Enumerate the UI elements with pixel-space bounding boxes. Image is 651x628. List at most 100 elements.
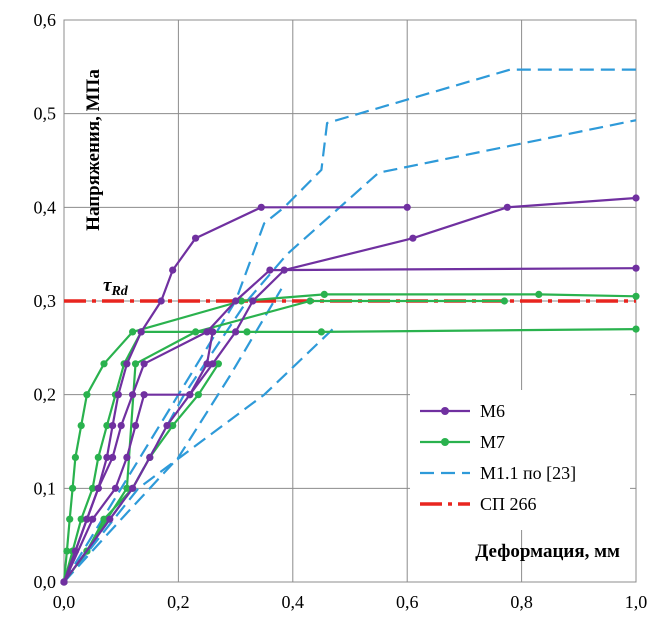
- tau-subscript: Rd: [110, 284, 128, 299]
- series-marker: [169, 266, 177, 274]
- y-tick-label: 0,6: [34, 10, 57, 30]
- series-line: [63, 68, 636, 583]
- series-marker: [403, 203, 411, 211]
- series-marker: [69, 484, 77, 492]
- series-marker: [232, 297, 240, 305]
- x-tick-label: 0,8: [510, 592, 533, 612]
- series-marker: [103, 453, 111, 461]
- y-tick-label: 0,2: [34, 385, 57, 405]
- series-marker: [89, 515, 97, 523]
- series-marker: [266, 266, 274, 274]
- legend-label: М1.1 по [23]: [480, 463, 576, 483]
- series-marker: [146, 453, 154, 461]
- series-marker: [192, 234, 200, 242]
- series-marker: [186, 391, 194, 399]
- series-marker: [71, 453, 79, 461]
- series-marker: [203, 328, 211, 336]
- series-marker: [249, 297, 257, 305]
- series-marker: [89, 484, 97, 492]
- series-marker: [232, 328, 240, 336]
- series-marker: [60, 578, 68, 586]
- legend-label: СП 266: [480, 494, 537, 514]
- series-marker: [209, 360, 217, 368]
- series-marker: [535, 290, 543, 298]
- series-marker: [100, 515, 108, 523]
- series-marker: [632, 325, 640, 333]
- y-axis-title: Напряжения, МПа: [83, 69, 104, 231]
- series-marker: [109, 453, 117, 461]
- x-tick-label: 0,4: [282, 592, 305, 612]
- series-marker: [66, 515, 74, 523]
- series-marker: [214, 360, 222, 368]
- series-marker: [163, 422, 171, 430]
- legend-label: М7: [480, 432, 505, 452]
- series-marker: [106, 515, 114, 523]
- x-tick-label: 1,0: [625, 592, 648, 612]
- series-marker: [243, 328, 251, 336]
- y-tick-label: 0,0: [34, 572, 57, 592]
- legend-label: М6: [480, 401, 505, 421]
- series-marker: [123, 453, 131, 461]
- series-marker: [109, 422, 117, 430]
- series-marker: [203, 360, 211, 368]
- tau-rd-annotation: τRd: [103, 275, 129, 299]
- x-tick-label: 0,6: [396, 592, 419, 612]
- series-marker: [140, 391, 148, 399]
- series-marker: [209, 328, 217, 336]
- series-marker: [257, 203, 265, 211]
- tau-symbol: τ: [103, 275, 112, 296]
- series-line: [62, 196, 637, 583]
- series-marker: [117, 422, 125, 430]
- series-marker: [317, 328, 325, 336]
- y-tick-label: 0,1: [34, 478, 57, 498]
- series-marker: [194, 391, 202, 399]
- series-marker: [100, 360, 108, 368]
- series-marker: [83, 515, 91, 523]
- series-marker: [632, 264, 640, 272]
- y-tick-label: 0,4: [34, 197, 57, 217]
- series-marker: [63, 547, 71, 555]
- series-marker: [306, 297, 314, 305]
- series-line: [63, 328, 334, 583]
- series-marker: [632, 292, 640, 300]
- series-marker: [137, 328, 145, 336]
- x-tick-label: 0,0: [53, 592, 76, 612]
- series-layer: [60, 68, 640, 586]
- series-marker: [129, 484, 137, 492]
- series-marker: [280, 266, 288, 274]
- series-marker: [111, 484, 120, 492]
- series-marker: [500, 297, 508, 305]
- series-marker: [157, 297, 165, 305]
- series-marker: [320, 290, 328, 298]
- series-marker: [192, 328, 200, 336]
- y-tick-label: 0,5: [34, 104, 57, 124]
- series-marker: [131, 360, 140, 368]
- series-marker: [77, 515, 85, 523]
- series-marker: [632, 194, 640, 202]
- legend: М6 М7 М1.1 по [23] СП 266: [410, 390, 630, 530]
- legend-marker: [441, 438, 449, 446]
- series-line: [63, 331, 214, 583]
- series-marker: [129, 328, 137, 336]
- series-marker: [103, 422, 111, 430]
- y-tick-label: 0,3: [34, 291, 57, 311]
- legend-marker: [441, 407, 449, 415]
- series-marker: [94, 453, 102, 461]
- series-marker: [123, 360, 131, 368]
- series-marker: [169, 422, 177, 430]
- series-marker: [94, 484, 102, 492]
- series-marker: [131, 422, 140, 430]
- series-marker: [409, 234, 417, 242]
- tick-labels: 0,0 0,2 0,4 0,6 0,8 1,0 0,0 0,1 0,2 0,3 0,4 0,5 0,6: [34, 10, 648, 612]
- series-marker: [114, 391, 122, 399]
- series-marker: [140, 360, 148, 368]
- series-marker: [83, 391, 91, 399]
- series-marker: [123, 484, 131, 492]
- series-marker: [129, 391, 137, 399]
- series-marker: [503, 203, 511, 211]
- x-axis-title: Деформация, мм: [475, 541, 620, 562]
- series-marker: [77, 422, 85, 430]
- series-marker: [237, 297, 245, 305]
- x-tick-label: 0,2: [167, 592, 190, 612]
